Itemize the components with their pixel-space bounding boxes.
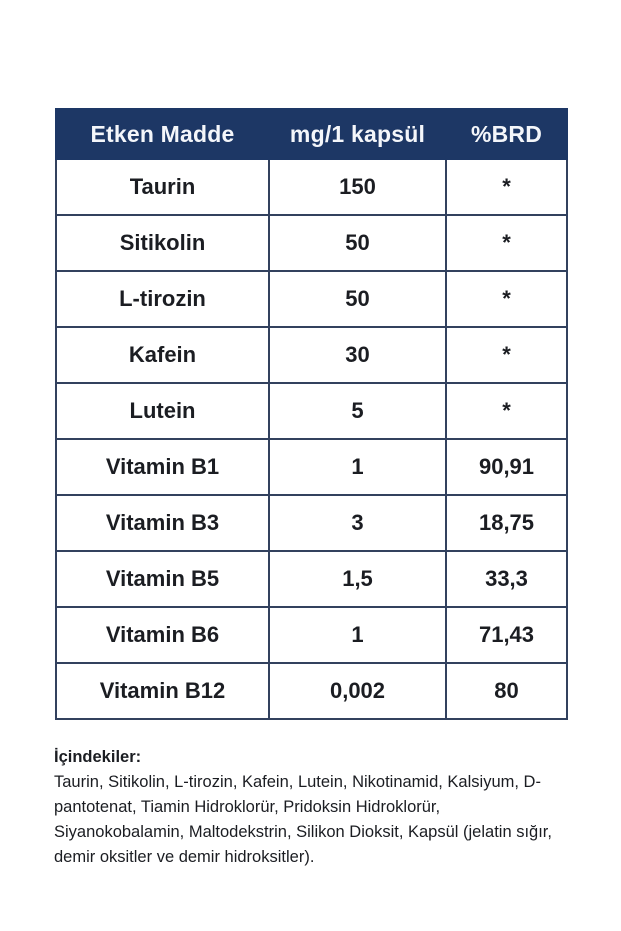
table-row: Vitamin B5 1,5 33,3 [55,550,568,608]
cell-ingredient: Taurin [55,158,270,216]
cell-ingredient: Vitamin B1 [55,438,270,496]
cell-amount: 1 [268,438,447,496]
table-row: Vitamin B12 0,002 80 [55,662,568,720]
cell-amount: 30 [268,326,447,384]
cell-brd: 33,3 [445,550,568,608]
cell-brd: 71,43 [445,606,568,664]
table-row: Sitikolin 50 * [55,214,568,272]
ingredients-footnote-label: İçindekiler: [54,748,142,766]
table-row: Taurin 150 * [55,158,568,216]
cell-amount: 50 [268,270,447,328]
cell-brd: * [445,382,568,440]
table-row: Vitamin B1 1 90,91 [55,438,568,496]
cell-ingredient: Sitikolin [55,214,270,272]
cell-ingredient: Kafein [55,326,270,384]
cell-brd: * [445,214,568,272]
cell-ingredient: Lutein [55,382,270,440]
cell-ingredient: Vitamin B12 [55,662,270,720]
cell-brd: 90,91 [445,438,568,496]
table-row: L-tirozin 50 * [55,270,568,328]
header-brd-percent: %BRD [445,108,568,160]
ingredients-footnote: İçindekiler: Taurin, Sitikolin, L-tirozi… [54,745,569,870]
header-ingredient: Etken Madde [55,108,270,160]
table-row: Vitamin B6 1 71,43 [55,606,568,664]
cell-brd: * [445,158,568,216]
cell-amount: 1 [268,606,447,664]
cell-amount: 1,5 [268,550,447,608]
cell-brd: * [445,270,568,328]
ingredients-table: Etken Madde mg/1 kapsül %BRD Taurin 150 … [55,108,568,720]
cell-amount: 5 [268,382,447,440]
table-row: Vitamin B3 3 18,75 [55,494,568,552]
cell-ingredient: Vitamin B3 [55,494,270,552]
cell-amount: 150 [268,158,447,216]
cell-ingredient: Vitamin B6 [55,606,270,664]
table-header-row: Etken Madde mg/1 kapsül %BRD [55,108,568,160]
table-row: Kafein 30 * [55,326,568,384]
cell-amount: 0,002 [268,662,447,720]
header-amount-per-capsule: mg/1 kapsül [268,108,447,160]
cell-brd: 18,75 [445,494,568,552]
cell-ingredient: Vitamin B5 [55,550,270,608]
cell-amount: 3 [268,494,447,552]
cell-ingredient: L-tirozin [55,270,270,328]
cell-amount: 50 [268,214,447,272]
table-row: Lutein 5 * [55,382,568,440]
ingredients-footnote-text: Taurin, Sitikolin, L-tirozin, Kafein, Lu… [54,773,552,866]
cell-brd: 80 [445,662,568,720]
ingredients-table-container: Etken Madde mg/1 kapsül %BRD Taurin 150 … [55,108,568,720]
cell-brd: * [445,326,568,384]
